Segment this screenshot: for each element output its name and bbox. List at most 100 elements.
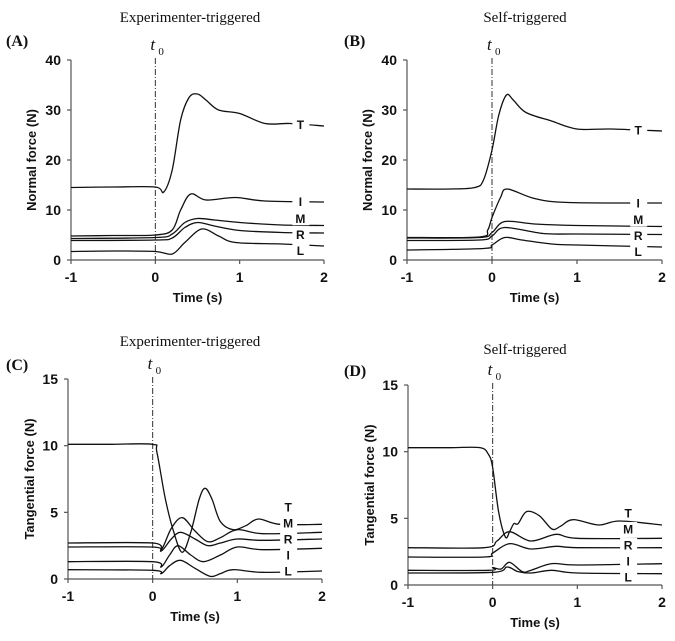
series-label-M: M — [633, 213, 643, 227]
series-label-M: M — [283, 516, 293, 530]
series-label-bg — [280, 515, 298, 530]
series-label-bg — [280, 547, 298, 562]
series-label-bg — [280, 531, 298, 546]
series-label-T: T — [635, 124, 643, 138]
series-label-bg — [620, 570, 638, 584]
x-axis-label: Time (s) — [510, 290, 560, 305]
series-line-I — [67, 545, 323, 568]
panel-letter: (A) — [6, 33, 28, 50]
t0-subscript: 0 — [158, 46, 164, 58]
series-label-L: L — [624, 571, 631, 585]
y-tick-label: 40 — [45, 52, 61, 68]
y-tick-label: 5 — [50, 504, 58, 520]
series-label-I: I — [626, 554, 629, 568]
t0-subscript: 0 — [156, 365, 162, 377]
series-label-R: R — [634, 229, 643, 243]
series-label-bg — [620, 505, 638, 520]
series-label-bg — [292, 227, 310, 242]
y-tick-label: 15 — [42, 371, 58, 387]
series-label-bg — [292, 117, 310, 132]
series-label-bg — [630, 123, 648, 138]
panel-title: Self-triggered — [483, 342, 567, 358]
series-label-bg — [620, 521, 638, 536]
x-tick-label: -1 — [65, 269, 78, 285]
series-label-I: I — [286, 548, 289, 562]
y-tick-label: 10 — [382, 444, 398, 460]
series-label-bg — [620, 537, 638, 552]
x-axis-label: Time (s) — [170, 609, 220, 624]
y-tick-label: 0 — [390, 577, 398, 593]
series-label-bg — [280, 564, 298, 578]
y-tick-label: 10 — [45, 202, 61, 218]
x-tick-label: 2 — [658, 594, 666, 610]
x-axis-label: Time (s) — [510, 615, 560, 630]
y-tick-label: 15 — [382, 377, 398, 393]
x-axis-label: Time (s) — [173, 290, 223, 305]
series-label-L: L — [635, 245, 642, 259]
series-label-I: I — [299, 195, 302, 209]
x-tick-label: 1 — [236, 269, 244, 285]
x-tick-label: -1 — [401, 269, 414, 285]
y-tick-label: 40 — [381, 52, 397, 68]
x-tick-label: 0 — [151, 269, 159, 285]
series-label-M: M — [295, 212, 305, 226]
x-tick-label: 2 — [320, 269, 328, 285]
series-label-R: R — [284, 532, 293, 546]
series-line-I — [407, 561, 663, 573]
series-line-L — [406, 236, 663, 251]
panel-letter: (D) — [344, 363, 366, 380]
series-line-L — [70, 228, 325, 255]
x-tick-label: 1 — [573, 269, 581, 285]
series-line-T — [67, 443, 323, 553]
y-tick-label: 0 — [53, 252, 61, 268]
series-line-M — [406, 220, 663, 239]
series-label-T: T — [624, 506, 632, 520]
x-tick-label: -1 — [62, 588, 75, 604]
series-label-I: I — [637, 196, 640, 210]
series-line-T — [408, 446, 663, 539]
y-axis-label: Tangential force (N) — [362, 424, 377, 545]
axes — [406, 60, 662, 261]
y-tick-label: 10 — [381, 202, 397, 218]
x-tick-label: 1 — [233, 588, 241, 604]
series-line-R — [406, 226, 663, 242]
y-axis-label: Normal force (N) — [360, 109, 375, 211]
series-label-bg — [292, 194, 310, 209]
series-label-bg — [292, 243, 310, 258]
t0-subscript: 0 — [495, 46, 501, 58]
series-line-M — [67, 517, 323, 551]
series-line-R — [70, 221, 325, 242]
series-label-M: M — [623, 522, 633, 536]
y-tick-label: 0 — [50, 571, 58, 587]
series-label-T: T — [297, 118, 305, 132]
x-tick-label: 2 — [658, 269, 666, 285]
t0-subscript: 0 — [496, 371, 502, 383]
series-label-bg — [630, 244, 648, 259]
y-tick-label: 5 — [390, 510, 398, 526]
axes — [70, 60, 324, 261]
x-tick-label: 2 — [318, 588, 326, 604]
t0-label: t — [148, 354, 154, 373]
series-label-T: T — [284, 500, 292, 514]
series-label-R: R — [624, 538, 633, 552]
series-label-bg — [620, 553, 638, 568]
x-tick-label: 0 — [149, 588, 157, 604]
y-axis-label: Tangential force (N) — [22, 418, 37, 539]
series-line-T — [406, 93, 663, 190]
x-tick-label: 1 — [573, 594, 581, 610]
series-label-R: R — [296, 228, 305, 242]
x-tick-label: 0 — [488, 269, 496, 285]
panel-title: Self-triggered — [483, 10, 567, 26]
series-label-bg — [292, 211, 310, 226]
y-tick-label: 20 — [45, 152, 61, 168]
series-line-T — [70, 93, 325, 194]
panel-title: Experimenter-triggered — [120, 10, 261, 26]
t0-label: t — [488, 360, 494, 379]
series-line-M — [407, 531, 663, 549]
series-line-L — [407, 566, 663, 575]
series-label-bg — [630, 212, 648, 227]
t0-label: t — [487, 35, 493, 54]
